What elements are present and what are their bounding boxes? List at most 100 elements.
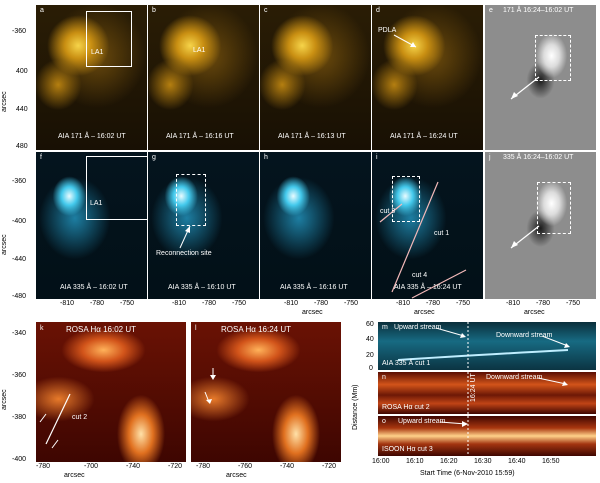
panel-k-caption: ROSA Hα 16:02 UT: [66, 325, 136, 334]
panel-k-cut-label: cut 2: [72, 414, 88, 421]
row3-ytick-1: -360: [12, 372, 27, 379]
panel-d-arrow-label: PDLA: [378, 27, 397, 34]
panel-h: h AIA 335 Å – 16:16 UT: [260, 152, 371, 299]
row3-xlabel-l: arcsec: [226, 472, 247, 479]
panel-i-cut3: cut 3: [380, 208, 396, 215]
panel-a-letter: a: [40, 7, 44, 14]
panel-i-letter: i: [376, 154, 378, 161]
panel-k-letter: k: [40, 325, 44, 332]
panel-c-caption: AIA 171 Å – 16:13 UT: [278, 133, 346, 140]
panel-f-caption: AIA 335 Å – 16:02 UT: [60, 284, 128, 291]
panel-h-caption: AIA 335 Å – 16:16 UT: [280, 284, 348, 291]
panel-e-roi-box: [535, 35, 571, 81]
panel-j: j 335 Å 16:24–16:02 UT: [485, 152, 596, 299]
panel-i-roi-box: [392, 176, 420, 222]
row2-xtick-j-0: -810: [506, 300, 521, 307]
row3-xtick-k-3: -720: [168, 463, 183, 470]
panel-j-arrow-icon: [510, 225, 540, 249]
td-xtick-2: 16:20: [440, 458, 458, 465]
row2-xtick-j-2: -750: [566, 300, 581, 307]
td-xlabel: Start Time (6-Nov-2010 15:59): [420, 470, 515, 477]
panel-f-letter: f: [40, 154, 42, 161]
panel-a-box-label: LA1: [91, 49, 104, 56]
panel-i-cut4: cut 4: [412, 272, 428, 279]
panel-m-caption: AIA 335 Å cut 1: [382, 360, 431, 367]
row3-xtick-k-1: -700: [84, 463, 99, 470]
panel-o-label-up: Upward stream: [398, 418, 446, 425]
panel-n-label-down: Downward stream: [486, 374, 543, 381]
row2-ytick-1: -400: [12, 218, 27, 225]
panel-g-arrow-label: Reconnection site: [156, 250, 212, 257]
panel-l-arrows-icon: [204, 368, 216, 404]
td-ytick-2: 20: [366, 352, 374, 359]
panel-i-cut-lines: [379, 181, 467, 299]
row2-xtick-h-2: -750: [344, 300, 359, 307]
row3-ytick-3: -400: [12, 456, 27, 463]
row2-ytick-0: -360: [12, 178, 27, 185]
panel-f-roi-box: [86, 156, 147, 220]
panel-n-time-mark: 16:24 UT: [470, 373, 477, 402]
panel-c-letter: c: [264, 7, 268, 14]
panel-o-letter: o: [382, 418, 386, 425]
td-ytick-3: 0: [369, 365, 373, 372]
panel-g: g Reconnection site AIA 335 Å – 16:10 UT: [148, 152, 259, 299]
row2-xlabel-h: arcsec: [302, 309, 323, 316]
row2-xtick-i-0: -810: [396, 300, 411, 307]
panel-l: l ROSA Hα 16:24 UT: [191, 322, 341, 462]
row2-xtick-h-1: -780: [314, 300, 329, 307]
row3-xtick-l-0: -780: [196, 463, 211, 470]
row2-xtick-g-0: -810: [172, 300, 187, 307]
panel-a-roi-box: [86, 11, 132, 67]
panel-i: i cut 3 cut 1 cut 4 AIA 335 Å – 16:24 UT: [372, 152, 483, 299]
panel-d: d PDLA AIA 171 Å – 16:24 UT: [372, 5, 483, 150]
row1-ytick-3: 480: [16, 143, 28, 150]
td-xtick-1: 16:10: [406, 458, 424, 465]
panel-i-cut1: cut 1: [434, 230, 450, 237]
row2-xtick-i-2: -750: [456, 300, 471, 307]
panel-o-caption: ISOON Hα cut 3: [382, 446, 433, 453]
row3-ylabel: arcsec: [1, 389, 8, 410]
panel-e-title: 171 Å 16:24–16:02 UT: [503, 7, 574, 14]
row3-ytick-0: -340: [12, 330, 27, 337]
panel-j-title: 335 Å 16:24–16:02 UT: [503, 154, 574, 161]
row2-ytick-2: -440: [12, 256, 27, 263]
row2-xtick-h-0: -810: [284, 300, 299, 307]
panel-o-markers: [439, 416, 469, 456]
row3-xtick-l-2: -740: [280, 463, 295, 470]
panel-m-label-up: Upward stream: [394, 324, 442, 331]
td-xtick-5: 16:50: [542, 458, 560, 465]
row2-ylabel: arcsec: [1, 234, 8, 255]
row3-ytick-2: -380: [12, 414, 27, 421]
row2-xtick-g-1: -780: [202, 300, 217, 307]
row3-xtick-l-1: -760: [238, 463, 253, 470]
panel-h-letter: h: [264, 154, 268, 161]
td-xtick-3: 16:30: [474, 458, 492, 465]
panel-a-caption: AIA 171 Å – 16:02 UT: [58, 133, 126, 140]
panel-j-roi-box: [537, 182, 571, 234]
row2-xtick-f-1: -780: [90, 300, 105, 307]
td-xtick-0: 16:00: [372, 458, 390, 465]
panel-n: n Downward stream 16:24 UT ROSA Hα cut 2: [378, 372, 596, 414]
panel-d-arrow-icon: [393, 34, 417, 48]
panel-d-letter: d: [376, 7, 380, 14]
panel-f-box-label: LA1: [90, 200, 103, 207]
panel-g-letter: g: [152, 154, 156, 161]
panel-b-box-label: LA1: [193, 47, 206, 54]
panel-e-arrow-icon: [510, 76, 540, 100]
row2-ytick-3: -480: [12, 293, 27, 300]
panel-a: a LA1 AIA 171 Å – 16:02 UT: [36, 5, 147, 150]
row2-xtick-g-2: -750: [232, 300, 247, 307]
panel-g-arrow-icon: [179, 225, 191, 249]
td-ytick-1: 40: [366, 336, 374, 343]
row3-xtick-l-3: -720: [322, 463, 337, 470]
panel-m-streams: [397, 322, 570, 370]
row1-ylabel: arcsec: [1, 91, 8, 112]
row2-xtick-j-1: -780: [536, 300, 551, 307]
row3-xlabel-k: arcsec: [64, 472, 85, 479]
panel-f: f LA1 AIA 335 Å – 16:02 UT: [36, 152, 147, 299]
row2-xtick-f-0: -810: [60, 300, 75, 307]
panel-e-letter: e: [489, 7, 493, 14]
row3-xtick-k-2: -740: [126, 463, 141, 470]
panel-m-letter: m: [382, 324, 388, 331]
panel-c: c AIA 171 Å – 16:13 UT: [260, 5, 371, 150]
